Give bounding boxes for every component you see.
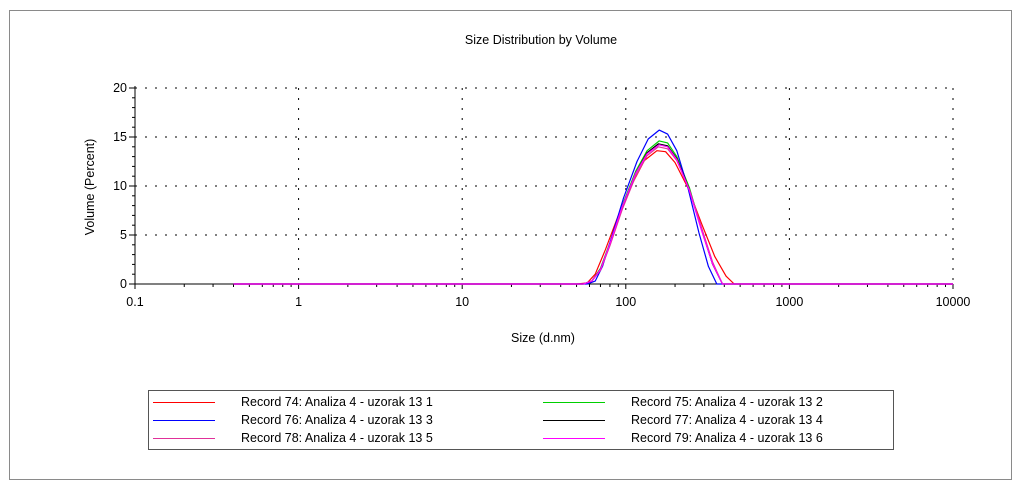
- y-tick-label: 20: [113, 81, 127, 95]
- series-line: [233, 129, 953, 285]
- legend-item: Record 79: Analiza 4 - uzorak 13 6: [543, 429, 823, 447]
- legend-swatch: [543, 419, 605, 421]
- y-tick-label: 0: [120, 277, 127, 291]
- legend-item: Record 77: Analiza 4 - uzorak 13 4: [543, 411, 823, 429]
- series-line: [233, 146, 953, 285]
- x-tick-label: 100: [615, 295, 636, 309]
- series-layer: [233, 129, 953, 285]
- legend-label: Record 77: Analiza 4 - uzorak 13 4: [631, 413, 823, 427]
- x-tick-label: 10000: [936, 295, 971, 309]
- legend-label: Record 78: Analiza 4 - uzorak 13 5: [241, 431, 433, 445]
- legend-item: Record 74: Analiza 4 - uzorak 13 1: [153, 393, 433, 411]
- legend-label: Record 75: Analiza 4 - uzorak 13 2: [631, 395, 823, 409]
- x-tick-label: 10: [455, 295, 469, 309]
- legend-swatch: [153, 437, 215, 439]
- axis-layer: 0 5 10 15 20 0.1 1 10 100 1000 10000: [113, 81, 970, 309]
- x-tick-label: 1000: [775, 295, 803, 309]
- legend-swatch: [543, 401, 605, 403]
- grid-layer: [135, 87, 954, 284]
- legend-swatch: [153, 401, 215, 403]
- legend-item: Record 78: Analiza 4 - uzorak 13 5: [153, 429, 433, 447]
- y-tick-label: 15: [113, 130, 127, 144]
- series-line: [233, 144, 953, 285]
- legend-label: Record 79: Analiza 4 - uzorak 13 6: [631, 431, 823, 445]
- series-line: [233, 150, 953, 285]
- series-line: [233, 140, 953, 285]
- x-axis-label: Size (d.nm): [511, 331, 575, 345]
- legend-label: Record 76: Analiza 4 - uzorak 13 3: [241, 413, 433, 427]
- chart-title: Size Distribution by Volume: [465, 33, 617, 47]
- legend-swatch: [153, 419, 215, 421]
- y-axis-label: Volume (Percent): [83, 139, 97, 236]
- y-tick-label: 10: [113, 179, 127, 193]
- legend: Record 74: Analiza 4 - uzorak 13 1 Recor…: [148, 390, 894, 450]
- chart-svg: Size Distribution by Volume 0 5 10 15 20 0.1 1…: [83, 33, 970, 345]
- x-tick-label: 1: [295, 295, 302, 309]
- legend-item: Record 76: Analiza 4 - uzorak 13 3: [153, 411, 433, 429]
- x-tick-label: 0.1: [126, 295, 143, 309]
- legend-swatch: [543, 437, 605, 439]
- y-tick-label: 5: [120, 228, 127, 242]
- series-line: [233, 143, 953, 285]
- legend-item: Record 75: Analiza 4 - uzorak 13 2: [543, 393, 823, 411]
- legend-label: Record 74: Analiza 4 - uzorak 13 1: [241, 395, 433, 409]
